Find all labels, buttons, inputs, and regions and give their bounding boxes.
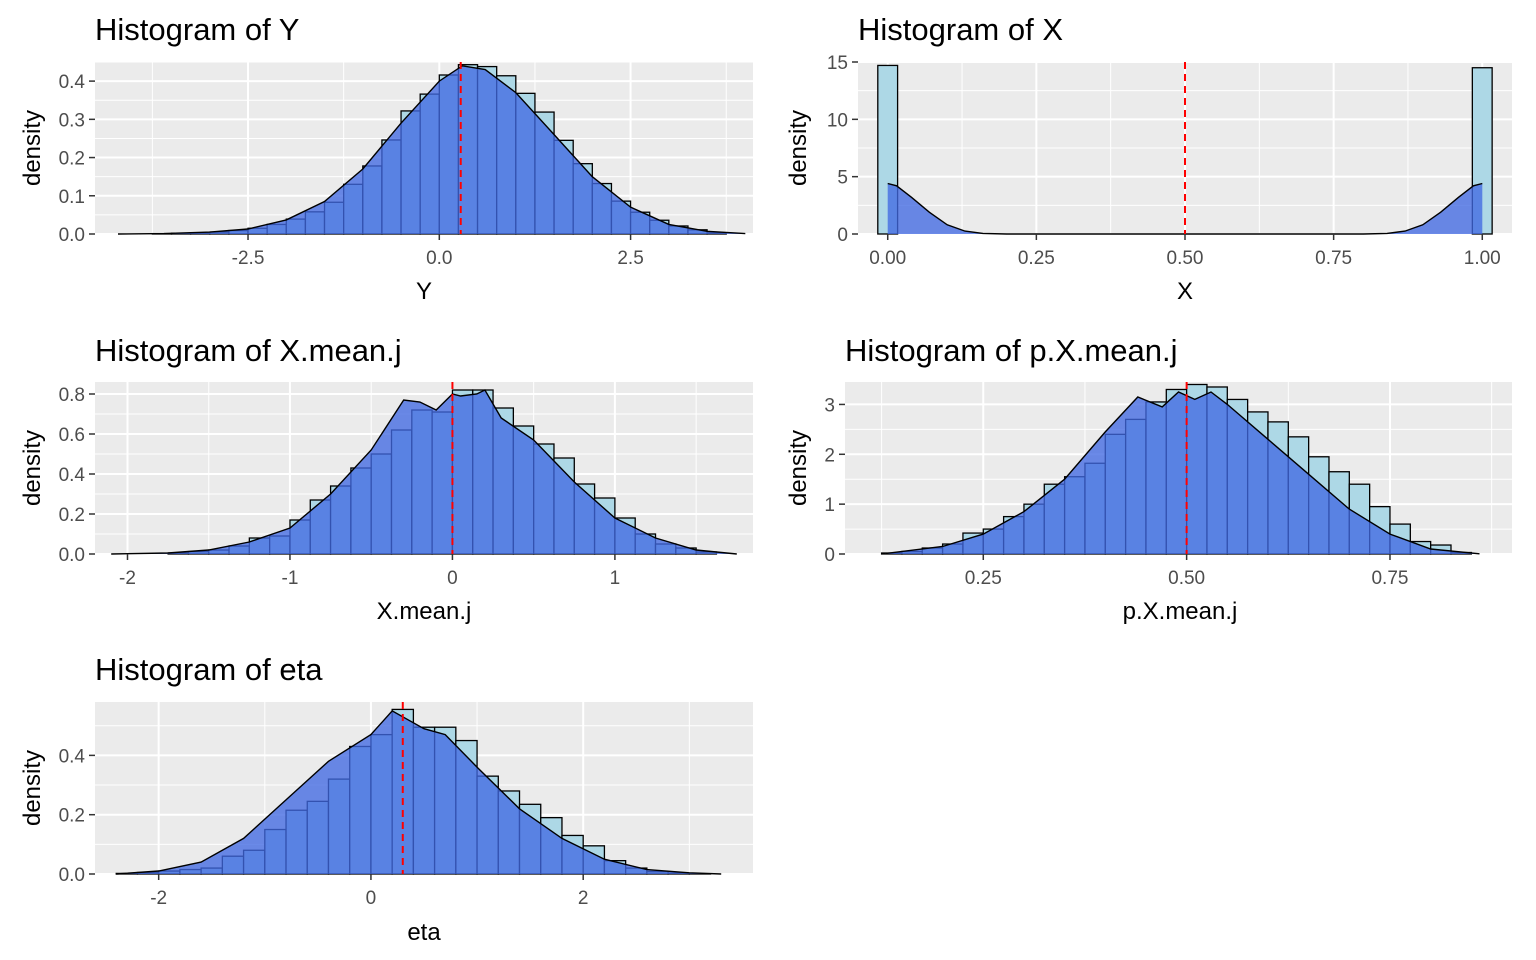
x-tick-label: -2 [119, 568, 136, 589]
y-tick-label: 0 [824, 545, 835, 566]
density-area [116, 710, 722, 874]
density-area [887, 183, 1483, 234]
y-tick-label: 15 [827, 53, 848, 74]
x-tick-label: 0 [366, 888, 377, 909]
y-tick-label: 0.0 [59, 225, 85, 246]
y-tick-label: 2 [824, 445, 835, 466]
y-tick-label: 0 [837, 225, 848, 246]
panel-title: Histogram of p.X.mean.j [845, 333, 1178, 368]
y-tick-label: 3 [824, 395, 835, 416]
x-tick-label: 2 [578, 888, 589, 909]
y-tick-label: 0.6 [59, 425, 85, 446]
x-tick-label: 0.50 [1167, 248, 1204, 269]
density-curve [116, 710, 722, 875]
y-axis-title: density [19, 110, 46, 186]
panel-histogram-x: Histogram of X X density 0.00 0.25 0.50 0.7… [785, 12, 1512, 305]
x-tick-label: -1 [282, 568, 299, 589]
x-axis-title: p.X.mean.j [1123, 598, 1238, 625]
panel-title: Histogram of X [858, 12, 1063, 47]
y-axis-title: density [19, 750, 46, 826]
x-tick-label: -2.5 [232, 248, 265, 269]
y-tick-label: 0.1 [59, 187, 85, 208]
y-tick-label: 0.3 [59, 110, 85, 131]
y-axis-title: density [785, 430, 812, 506]
panel-histogram-y: Histogram of Y Y density -2.5 0.0 2.5 0.0 0.… [19, 12, 753, 305]
density-area [118, 65, 746, 234]
x-tick-label: 1.00 [1464, 248, 1501, 269]
panel-histogram-p-x-mean-j: Histogram of p.X.mean.j p.X.mean.j densi… [785, 333, 1512, 625]
x-tick-label: -2 [150, 888, 167, 909]
panel-title: Histogram of X.mean.j [95, 333, 402, 368]
y-tick-label: 1 [824, 495, 835, 516]
y-axis-title: density [785, 110, 812, 186]
panel-histogram-eta: Histogram of eta eta density -2 0 2 0.0 0.2 0… [19, 652, 753, 946]
y-tick-label: 0.4 [59, 465, 86, 486]
y-tick-label: 0.4 [59, 72, 86, 93]
x-tick-label: 0.0 [426, 248, 452, 269]
x-axis-title: Y [416, 278, 432, 305]
y-tick-label: 0.2 [59, 806, 85, 827]
y-tick-label: 0.0 [59, 865, 85, 886]
x-tick-label: 1 [610, 568, 621, 589]
y-tick-label: 0.4 [59, 746, 86, 767]
x-axis-title: eta [407, 919, 441, 946]
x-tick-label: 0.00 [869, 248, 906, 269]
x-tick-label: 0.75 [1315, 248, 1352, 269]
density-area [111, 390, 737, 554]
x-tick-label: 0 [447, 568, 458, 589]
y-tick-label: 0.2 [59, 149, 85, 170]
x-tick-label: 0.25 [965, 568, 1002, 589]
density-curve [117, 65, 746, 235]
x-axis-title: X.mean.j [377, 598, 472, 625]
y-tick-label: 5 [837, 168, 848, 189]
y-tick-label: 10 [827, 110, 848, 131]
density-area [885, 392, 1480, 554]
x-tick-label: 0.75 [1371, 568, 1408, 589]
panel-title: Histogram of eta [95, 652, 323, 687]
y-tick-label: 0.8 [59, 385, 85, 406]
x-tick-label: 0.50 [1168, 568, 1205, 589]
y-tick-label: 0.0 [59, 545, 85, 566]
x-axis-title: X [1177, 278, 1193, 305]
panel-title: Histogram of Y [95, 12, 299, 47]
x-tick-label: 2.5 [617, 248, 643, 269]
x-tick-label: 0.25 [1018, 248, 1055, 269]
panel-histogram-x-mean-j: Histogram of X.mean.j X.mean.j density -… [19, 333, 753, 625]
y-axis-title: density [19, 430, 46, 506]
y-tick-label: 0.2 [59, 505, 85, 526]
